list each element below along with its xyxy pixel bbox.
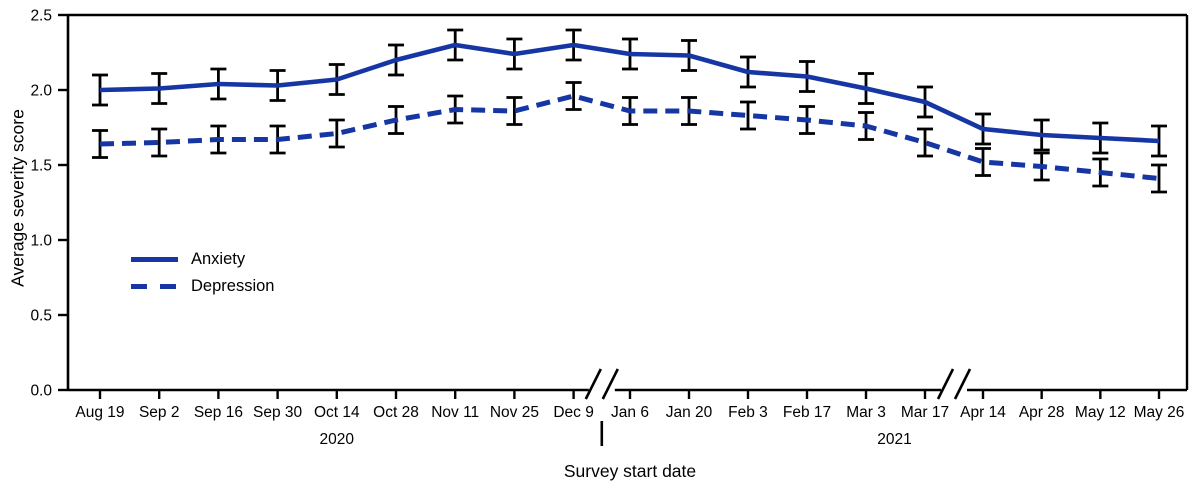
x-tick-label: Feb 17 bbox=[783, 404, 831, 421]
y-tick-label: 1.5 bbox=[30, 158, 52, 175]
x-tick-label: Sep 30 bbox=[253, 404, 303, 421]
year-label: 2021 bbox=[877, 431, 911, 448]
year-label: 2020 bbox=[320, 431, 355, 448]
x-tick-label: Sep 16 bbox=[194, 404, 243, 421]
legend-label-anxiety: Anxiety bbox=[191, 249, 246, 268]
axis-break-icon bbox=[584, 368, 602, 400]
anxiety-line bbox=[99, 42, 1160, 144]
legend-item-depression: Depression bbox=[131, 277, 274, 295]
y-axis-title: Average severity score bbox=[7, 109, 28, 287]
axis-break-icon bbox=[601, 368, 619, 400]
x-tick-label: Nov 25 bbox=[490, 404, 539, 421]
axis-break-icon bbox=[936, 368, 955, 400]
x-tick-label: May 26 bbox=[1134, 404, 1185, 421]
x-tick-label: Mar 17 bbox=[901, 404, 949, 421]
x-tick-label: Dec 9 bbox=[553, 404, 594, 421]
x-tick-label: Apr 14 bbox=[960, 404, 1006, 421]
x-tick-label: Sep 2 bbox=[139, 404, 180, 421]
axis-break-icon bbox=[953, 368, 972, 400]
x-tick-label: Feb 3 bbox=[728, 404, 768, 421]
x-tick-label: Nov 11 bbox=[431, 404, 479, 421]
y-tick-label: 1.0 bbox=[30, 233, 52, 250]
x-tick-label: Apr 28 bbox=[1019, 404, 1065, 421]
y-tick-label: 0.0 bbox=[30, 383, 52, 400]
anxiety-line-sample-icon bbox=[131, 256, 178, 262]
legend-item-anxiety: Anxiety bbox=[131, 250, 274, 268]
depression-line-sample-icon bbox=[131, 283, 178, 289]
depression-line bbox=[99, 93, 1160, 181]
legend: Anxiety Depression bbox=[131, 250, 274, 295]
x-tick-label: Jan 6 bbox=[611, 404, 649, 421]
x-axis-title: Survey start date bbox=[563, 461, 697, 481]
x-tick-label: Oct 14 bbox=[314, 404, 360, 421]
x-tick-label: Jan 20 bbox=[666, 404, 713, 421]
y-tick-label: 0.5 bbox=[30, 308, 52, 325]
x-tick-label: Mar 3 bbox=[846, 404, 886, 421]
legend-label-depression: Depression bbox=[191, 276, 275, 295]
x-tick-label: Oct 28 bbox=[373, 404, 419, 421]
y-tick-label: 2.0 bbox=[30, 83, 52, 100]
y-tick-label: 2.5 bbox=[30, 8, 52, 25]
x-tick-label: May 12 bbox=[1075, 404, 1126, 421]
x-tick-label: Aug 19 bbox=[75, 404, 124, 421]
